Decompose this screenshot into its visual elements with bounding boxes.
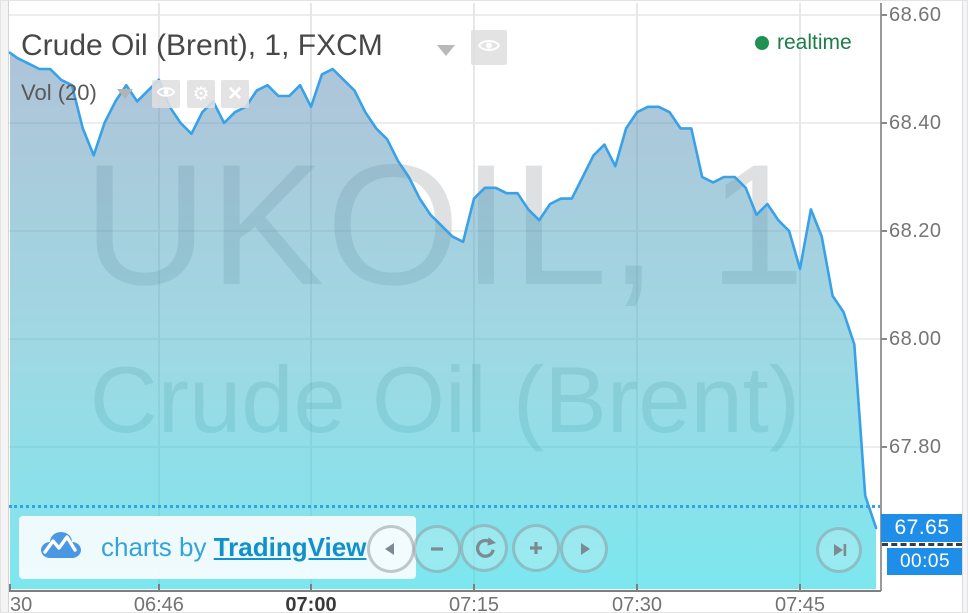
zoom-out-button[interactable] (413, 525, 461, 573)
countdown-dashed-line (882, 543, 962, 546)
price-tick (881, 338, 887, 340)
time-tick (310, 584, 312, 591)
reset-chart-button[interactable] (460, 524, 508, 572)
time-tick (799, 584, 801, 591)
refresh-icon (475, 537, 496, 558)
price-tick (881, 14, 887, 16)
indicator-settings-button[interactable]: ⚙ (187, 80, 215, 108)
toggle-visibility-button[interactable] (471, 30, 507, 65)
realtime-label: realtime (777, 31, 852, 54)
chevron-down-icon[interactable] (437, 45, 455, 56)
time-axis-label: 06:46 (133, 594, 184, 613)
tradingview-link[interactable]: TradingView (213, 532, 367, 562)
time-tick (473, 584, 475, 591)
last-price-label: 67.65 (881, 514, 963, 542)
price-axis-line (880, 3, 882, 591)
realtime-dot-icon (755, 36, 769, 50)
skip-to-end-icon (834, 544, 847, 556)
price-tick (881, 230, 887, 232)
bar-countdown-label: 00:05 (887, 548, 963, 575)
indicator-remove-button[interactable]: × (221, 80, 249, 108)
zoom-in-button[interactable] (512, 524, 560, 572)
play-icon (581, 543, 590, 555)
symbol-title: Crude Oil (Brent), 1, FXCM (21, 29, 383, 62)
h-gridline (9, 122, 880, 124)
eye-icon (477, 37, 501, 59)
left-gutter (1, 1, 9, 612)
price-tick (881, 446, 887, 448)
price-axis-label: 67.80 (889, 436, 942, 458)
price-axis-label: 68.60 (889, 4, 942, 26)
attribution-text: charts by TradingView (101, 532, 366, 563)
time-axis-label: 30 (10, 594, 33, 613)
price-scale[interactable] (881, 1, 963, 591)
minus-icon (431, 547, 443, 551)
h-gridline (9, 14, 880, 16)
attribution-prefix: charts by (101, 532, 207, 562)
time-axis-label: 07:45 (774, 594, 826, 613)
go-to-realtime-button[interactable] (816, 527, 862, 573)
chevron-down-icon[interactable] (117, 89, 133, 99)
scroll-left-button[interactable] (367, 525, 415, 573)
close-icon: × (227, 80, 242, 107)
price-axis-label: 68.40 (889, 112, 942, 134)
eye-icon (156, 85, 176, 104)
scroll-right-button[interactable] (560, 525, 608, 573)
price-axis-label: 68.20 (889, 220, 942, 242)
area-fill (10, 52, 877, 590)
time-axis-label: 07:00 (285, 594, 337, 613)
tradingview-logo-icon (37, 530, 85, 565)
time-axis-line (9, 590, 881, 592)
indicator-label: Vol (20) (21, 80, 97, 105)
plus-icon (530, 542, 542, 554)
time-tick (636, 584, 638, 591)
time-axis-label: 07:30 (611, 594, 663, 613)
indicator-visibility-button[interactable] (152, 80, 180, 108)
time-tick (157, 584, 160, 591)
attribution-bar: charts by TradingView (19, 516, 416, 579)
time-tick (9, 584, 11, 591)
price-axis-label: 68.00 (889, 328, 942, 350)
price-area-chart[interactable] (1, 1, 968, 593)
price-tick (881, 122, 887, 124)
right-gutter (962, 1, 967, 612)
time-axis-label: 07:15 (448, 594, 500, 613)
current-price-dotted-line (9, 505, 881, 509)
realtime-badge: realtime (755, 31, 852, 55)
gear-icon: ⚙ (192, 83, 210, 105)
triangle-left-icon (385, 543, 394, 555)
